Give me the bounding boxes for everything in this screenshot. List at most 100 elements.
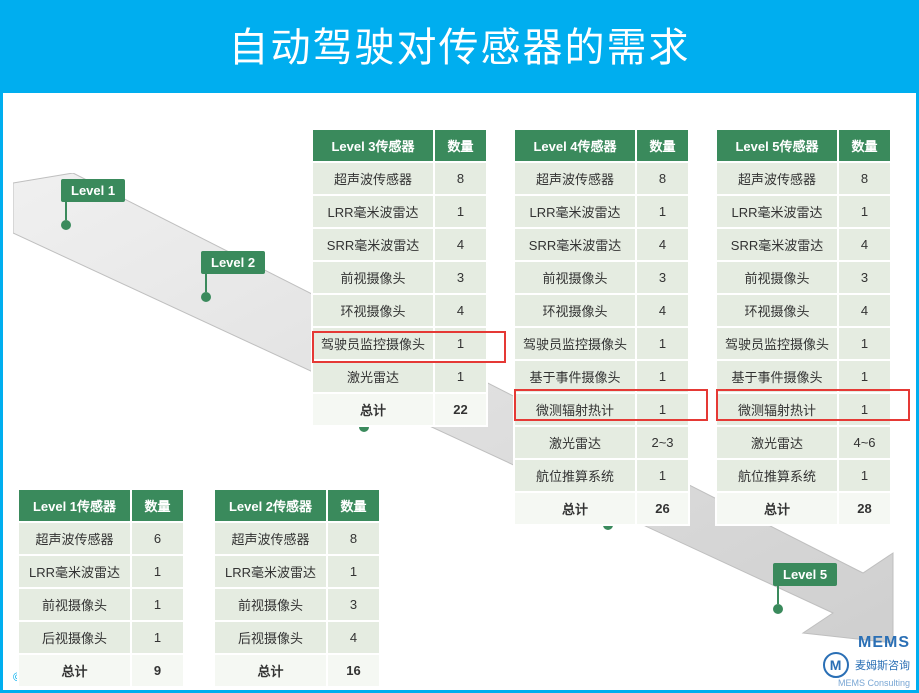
sensor-qty: 2~3 <box>636 426 689 459</box>
sensor-qty: 4 <box>434 294 487 327</box>
table-row: LRR毫米波雷达1 <box>514 195 689 228</box>
sensor-name: 前视摄像头 <box>312 261 434 294</box>
flag-pole <box>777 586 779 604</box>
total-label: 总计 <box>312 393 434 426</box>
table-row: 微测辐射热计1 <box>514 393 689 426</box>
table-row: LRR毫米波雷达1 <box>214 555 380 588</box>
sensor-name: 驾驶员监控摄像头 <box>514 327 636 360</box>
table-row: 超声波传感器8 <box>514 162 689 195</box>
flag-level-1: Level 1 <box>61 179 125 230</box>
table-header-qty: 数量 <box>131 489 184 522</box>
sensor-qty: 1 <box>131 555 184 588</box>
sensor-qty: 4~6 <box>838 426 891 459</box>
sensor-name: 前视摄像头 <box>514 261 636 294</box>
flag-label: Level 5 <box>773 563 837 586</box>
sensor-qty: 4 <box>838 228 891 261</box>
sensor-name: 航位推算系统 <box>716 459 838 492</box>
sensor-name: LRR毫米波雷达 <box>18 555 131 588</box>
flag-pole <box>205 274 207 292</box>
table-level5: Level 5传感器数量超声波传感器8LRR毫米波雷达1SRR毫米波雷达4前视摄… <box>715 128 892 526</box>
table-level1: Level 1传感器数量超声波传感器6LRR毫米波雷达1前视摄像头1后视摄像头1… <box>17 488 185 688</box>
sensor-name: 后视摄像头 <box>214 621 327 654</box>
table-row: 前视摄像头3 <box>716 261 891 294</box>
sensor-qty: 4 <box>434 228 487 261</box>
table-row: 后视摄像头1 <box>18 621 184 654</box>
table-row: 后视摄像头4 <box>214 621 380 654</box>
total-qty: 22 <box>434 393 487 426</box>
sensor-qty: 3 <box>636 261 689 294</box>
sensor-qty: 1 <box>434 195 487 228</box>
flag-label: Level 2 <box>201 251 265 274</box>
table-header-qty: 数量 <box>636 129 689 162</box>
sensor-name: LRR毫米波雷达 <box>214 555 327 588</box>
table-row: 超声波传感器8 <box>312 162 487 195</box>
flag-base <box>201 292 211 302</box>
table-row: SRR毫米波雷达4 <box>312 228 487 261</box>
table-row: 微测辐射热计1 <box>716 393 891 426</box>
sensor-name: 前视摄像头 <box>214 588 327 621</box>
table-row-total: 总计26 <box>514 492 689 525</box>
table-row-total: 总计16 <box>214 654 380 687</box>
table-header-name: Level 2传感器 <box>214 489 327 522</box>
sensor-name: 驾驶员监控摄像头 <box>716 327 838 360</box>
sensor-qty: 4 <box>327 621 380 654</box>
table-row: 航位推算系统1 <box>716 459 891 492</box>
table-row: 前视摄像头3 <box>214 588 380 621</box>
table-header-name: Level 3传感器 <box>312 129 434 162</box>
flag-label: Level 1 <box>61 179 125 202</box>
table-header-name: Level 5传感器 <box>716 129 838 162</box>
sensor-qty: 1 <box>838 195 891 228</box>
table-row: 基于事件摄像头1 <box>716 360 891 393</box>
table-header-qty: 数量 <box>838 129 891 162</box>
table-row: SRR毫米波雷达4 <box>716 228 891 261</box>
sensor-qty: 1 <box>838 360 891 393</box>
table-row-total: 总计9 <box>18 654 184 687</box>
sensor-qty: 8 <box>838 162 891 195</box>
sensor-name: 激光雷达 <box>312 360 434 393</box>
table-row: 驾驶员监控摄像头1 <box>514 327 689 360</box>
sensor-qty: 1 <box>434 360 487 393</box>
sensor-name: 驾驶员监控摄像头 <box>312 327 434 360</box>
sensor-qty: 8 <box>327 522 380 555</box>
sensor-name: LRR毫米波雷达 <box>716 195 838 228</box>
flag-pole <box>65 202 67 220</box>
table-header-qty: 数量 <box>327 489 380 522</box>
logo-icon: M <box>823 652 849 678</box>
sensor-qty: 4 <box>636 294 689 327</box>
logo-sub-en: MEMS Consulting <box>823 678 910 688</box>
logo-main: MEMS <box>823 634 910 652</box>
total-label: 总计 <box>18 654 131 687</box>
sensor-name: 微测辐射热计 <box>514 393 636 426</box>
table-row: 驾驶员监控摄像头1 <box>312 327 487 360</box>
table-row: 前视摄像头1 <box>18 588 184 621</box>
sensor-qty: 3 <box>838 261 891 294</box>
sensor-qty: 3 <box>327 588 380 621</box>
total-qty: 28 <box>838 492 891 525</box>
flag-level-2: Level 2 <box>201 251 265 302</box>
table-row: 基于事件摄像头1 <box>514 360 689 393</box>
sensor-name: 微测辐射热计 <box>716 393 838 426</box>
table-header-qty: 数量 <box>434 129 487 162</box>
total-label: 总计 <box>214 654 327 687</box>
flag-level-5: Level 5 <box>773 563 837 614</box>
table-row: 激光雷达1 <box>312 360 487 393</box>
sensor-qty: 4 <box>636 228 689 261</box>
table-row: SRR毫米波雷达4 <box>514 228 689 261</box>
total-label: 总计 <box>716 492 838 525</box>
sensor-qty: 1 <box>838 393 891 426</box>
sensor-name: 前视摄像头 <box>716 261 838 294</box>
sensor-name: SRR毫米波雷达 <box>312 228 434 261</box>
flag-base <box>773 604 783 614</box>
sensor-qty: 1 <box>636 327 689 360</box>
sensor-name: 航位推算系统 <box>514 459 636 492</box>
table-row: 环视摄像头4 <box>312 294 487 327</box>
table-row: 激光雷达4~6 <box>716 426 891 459</box>
sensor-name: 环视摄像头 <box>312 294 434 327</box>
sensor-qty: 1 <box>636 393 689 426</box>
sensor-qty: 1 <box>636 360 689 393</box>
table-row: 环视摄像头4 <box>716 294 891 327</box>
sensor-qty: 1 <box>838 327 891 360</box>
sensor-qty: 1 <box>636 195 689 228</box>
logo: MEMS M 麦姆斯咨询 MEMS Consulting <box>823 634 910 688</box>
table-header-name: Level 4传感器 <box>514 129 636 162</box>
